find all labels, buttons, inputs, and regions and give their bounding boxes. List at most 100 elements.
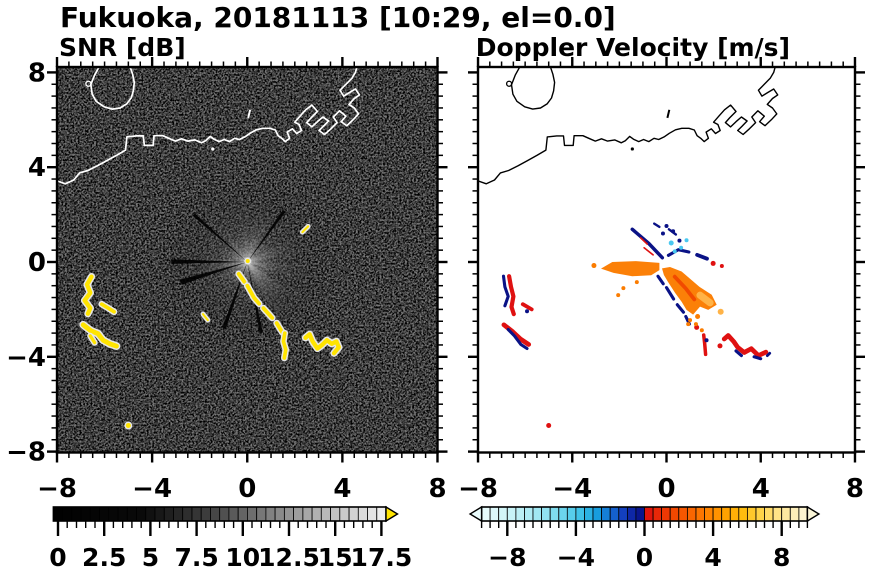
velocity-echo-dot: [621, 286, 626, 291]
velocity-echo-dot: [668, 240, 674, 246]
colorbar-segment: [283, 506, 295, 522]
velocity-echo: [752, 355, 763, 361]
velocity-echo-region: [601, 261, 660, 277]
colorbar-segment: [256, 506, 267, 522]
colorbar-tick-label: 15: [318, 543, 353, 570]
colorbar-segment: [687, 506, 697, 522]
velocity-echo: [507, 274, 516, 317]
x-tick-label: −8: [37, 474, 77, 504]
colorbar-segment: [618, 506, 628, 522]
colorbar-segment: [704, 506, 714, 522]
x-tick-label: 8: [846, 474, 864, 504]
colorbar-segment: [729, 506, 740, 522]
colorbar-under-arrow: [468, 505, 483, 523]
x-tick-label: 4: [752, 474, 770, 504]
colorbar-segment: [549, 506, 560, 522]
colorbar-segment: [210, 506, 221, 522]
colorbar-segment: [575, 506, 585, 522]
snr-echo: [261, 306, 275, 320]
colorbar-segment: [228, 506, 239, 522]
x-tick-label: −4: [552, 474, 592, 504]
snr-echo-dot: [125, 423, 131, 429]
colorbar-segment: [721, 506, 731, 522]
y-tick-label: −8: [6, 438, 46, 468]
colorbar-segment: [669, 506, 680, 522]
coast-dot: [211, 147, 215, 151]
colorbar-segment: [541, 506, 551, 522]
colorbar-segment: [126, 506, 137, 522]
velocity-echo: [672, 274, 697, 302]
snr-echo: [245, 283, 261, 306]
snr-panel-title: SNR [dB]: [59, 33, 186, 62]
colorbar-tick-label: −8: [488, 543, 526, 570]
colorbar-segment: [506, 506, 517, 522]
velocity-echo: [630, 227, 665, 260]
colorbar-tick-label: −4: [557, 543, 595, 570]
velocity-echo: [664, 286, 676, 301]
velocity-echo-dot: [616, 293, 621, 298]
velocity-echo: [520, 302, 534, 312]
velocity-echo: [675, 303, 686, 314]
colorbar-segment: [163, 506, 174, 522]
colorbar-segment: [367, 506, 378, 522]
velocity-echo: [765, 351, 772, 357]
x-tick-label: −8: [458, 474, 498, 504]
snr-echo: [236, 272, 247, 284]
colorbar-segment: [53, 506, 64, 522]
y-tick-label: 8: [28, 58, 46, 88]
colorbar-tick-label: 4: [704, 543, 721, 570]
colorbar-over-arrow: [385, 505, 399, 523]
colorbar-segment: [62, 506, 73, 522]
y-tick-label: 0: [28, 248, 46, 278]
snr-echo: [99, 302, 116, 314]
velocity-echo-dot: [634, 280, 639, 285]
colorbar-segment: [781, 506, 791, 522]
x-tick-label: 8: [428, 474, 446, 504]
velocity-echo: [696, 291, 714, 307]
snr-echo: [274, 321, 284, 334]
island-coastline: [510, 67, 556, 110]
velocity-panel: −8 −4 0 4 8: [458, 57, 865, 504]
colorbar-segment: [712, 506, 723, 522]
colorbar-segment: [293, 506, 304, 522]
colorbar-segment: [584, 506, 594, 522]
velocity-echo: [643, 247, 654, 256]
velocity-echo: [695, 253, 709, 261]
colorbar-segment: [798, 506, 808, 522]
colorbar-segment: [136, 506, 147, 522]
radar-shadow-spoke: [179, 262, 248, 285]
colorbar-segment: [237, 506, 248, 522]
colorbar-tick-label: 8: [773, 543, 790, 570]
velocity-echo-dot: [664, 223, 669, 228]
colorbar-segment: [678, 506, 688, 522]
colorbar-segment: [566, 506, 577, 522]
colorbar-segment: [191, 506, 202, 522]
velocity-echo-dot: [677, 238, 682, 243]
radar-shadow-spoke: [171, 259, 248, 264]
figure-title: Fukuoka, 20181113 [10:29, el=0.0]: [60, 1, 616, 34]
colorbar-segment: [755, 506, 765, 522]
colorbar-segment: [71, 506, 82, 522]
snr-panel: −8 −4 0 4 8 8 4 0 −4 −8: [6, 57, 448, 504]
y-tick-label: 4: [28, 153, 46, 183]
colorbar-segment: [789, 506, 800, 522]
colorbar-segment: [330, 506, 341, 522]
colorbar-segment: [99, 506, 110, 522]
coastline: [478, 67, 779, 185]
velocity-echo-dot: [546, 423, 552, 429]
snr-echo: [201, 313, 209, 322]
velocity-echo-dot: [710, 260, 716, 266]
colorbar-segment: [339, 506, 350, 522]
velocity-colorbar-ticks: [480, 521, 809, 536]
colorbar-segment: [265, 506, 276, 522]
velocity-echo: [721, 333, 769, 358]
velocity-panel-title: Doppler Velocity [m/s]: [476, 33, 790, 62]
velocity-echo: [501, 274, 510, 308]
colorbar-tick-label: 0: [49, 543, 66, 570]
colorbar-tick-label: 17.5: [351, 543, 413, 570]
velocity-echo: [656, 274, 665, 286]
coastline: [57, 67, 361, 185]
colorbar-segment: [601, 506, 611, 522]
snr-colorbar-ticks: [56, 521, 383, 536]
